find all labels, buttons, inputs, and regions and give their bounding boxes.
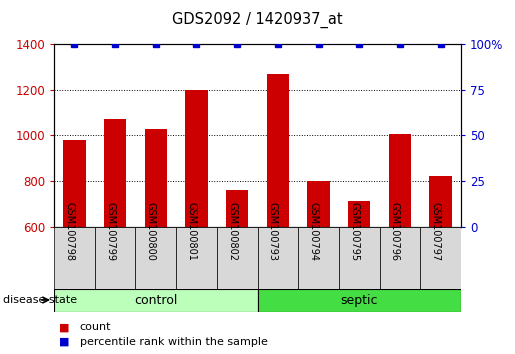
Bar bbox=[185, 90, 208, 227]
Bar bbox=[145, 129, 167, 227]
Bar bbox=[380, 227, 420, 289]
Text: GSM100793: GSM100793 bbox=[268, 202, 278, 261]
Bar bbox=[95, 227, 135, 289]
Text: ■: ■ bbox=[59, 322, 70, 332]
Bar bbox=[63, 140, 85, 227]
Text: ■: ■ bbox=[59, 337, 70, 347]
Bar bbox=[258, 227, 298, 289]
Bar bbox=[307, 181, 330, 227]
Text: septic: septic bbox=[340, 293, 378, 307]
Text: GSM100798: GSM100798 bbox=[64, 202, 74, 261]
Bar bbox=[389, 134, 411, 227]
Bar bbox=[54, 227, 95, 289]
Text: GSM100796: GSM100796 bbox=[390, 202, 400, 261]
Bar bbox=[217, 227, 258, 289]
Text: control: control bbox=[134, 293, 178, 307]
Bar bbox=[430, 176, 452, 227]
Text: disease state: disease state bbox=[3, 295, 77, 305]
Bar bbox=[54, 289, 258, 312]
Bar bbox=[298, 227, 339, 289]
Text: GSM100794: GSM100794 bbox=[308, 202, 318, 261]
Bar bbox=[339, 227, 380, 289]
Text: percentile rank within the sample: percentile rank within the sample bbox=[80, 337, 268, 347]
Bar bbox=[176, 227, 217, 289]
Bar bbox=[258, 289, 461, 312]
Bar bbox=[104, 119, 126, 227]
Bar bbox=[135, 227, 176, 289]
Text: GSM100795: GSM100795 bbox=[349, 202, 359, 261]
Bar bbox=[420, 227, 461, 289]
Text: GSM100801: GSM100801 bbox=[186, 202, 196, 261]
Bar bbox=[267, 74, 289, 227]
Text: GSM100797: GSM100797 bbox=[431, 202, 440, 261]
Bar bbox=[226, 190, 248, 227]
Text: GDS2092 / 1420937_at: GDS2092 / 1420937_at bbox=[172, 11, 343, 28]
Text: GSM100799: GSM100799 bbox=[105, 202, 115, 261]
Text: GSM100802: GSM100802 bbox=[227, 202, 237, 261]
Bar bbox=[348, 201, 370, 227]
Text: count: count bbox=[80, 322, 111, 332]
Text: GSM100800: GSM100800 bbox=[146, 202, 156, 261]
